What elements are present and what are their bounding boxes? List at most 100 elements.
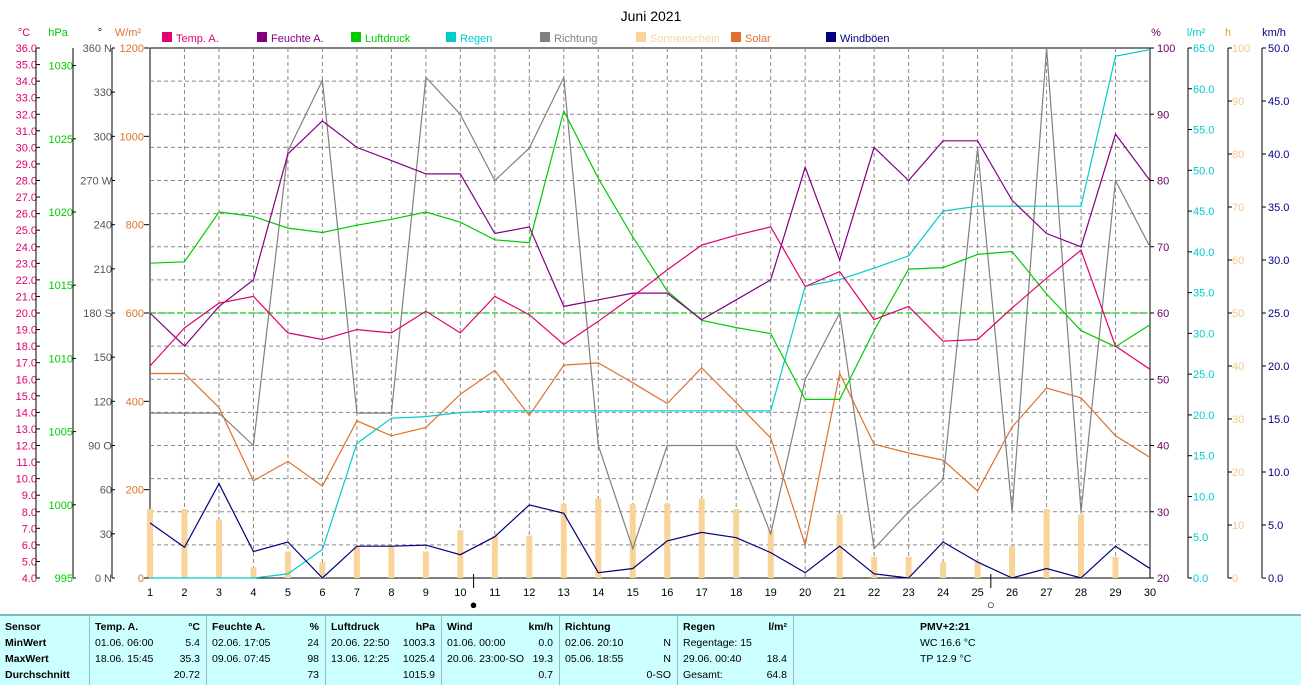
x-tick-label: 1	[147, 587, 153, 599]
sunshine-bar	[319, 562, 326, 578]
sunshine-bar	[526, 535, 533, 578]
direction-min-when: 02.06. 20:10	[565, 637, 624, 649]
pmv-wc: WC 16.6 °C	[920, 637, 976, 649]
axis-tick-label: 11.0	[16, 457, 37, 469]
sunshine-bar	[284, 551, 291, 578]
legend-swatch	[826, 32, 836, 42]
axis-tick-label: 9.0	[22, 490, 37, 502]
humidity-max-when: 09.06. 07:45	[212, 653, 271, 665]
axis-tick-label: 18.0	[16, 341, 37, 353]
col-wind: Wind km/h 01.06. 00:00 0.0 20.06. 23:00-SO…	[442, 616, 560, 685]
axis-tick-label: 330	[94, 87, 112, 99]
axis-tick-label: 13.0	[16, 424, 37, 436]
legend-label: Feuchte A.	[271, 33, 324, 45]
x-tick-labels: 1 2 3 4 5 6 7 8 9 10 11 12 13 14 15 16 17 18 19 20 21 22 23 24 2…	[147, 587, 1156, 599]
sunshine-bar	[974, 562, 981, 578]
legend-label: Luftdruck	[365, 33, 411, 45]
sunshine-bar	[871, 556, 878, 578]
axis-tick-label: 60.0	[1193, 84, 1214, 96]
axis-tick-label: 5.0	[1268, 520, 1283, 532]
axis-tick-label: 28.0	[16, 176, 37, 188]
axis-tick-label: 7.0	[22, 523, 37, 535]
axis-tick-label: 90	[1232, 96, 1244, 108]
series-lines	[149, 47, 1151, 579]
humidity-max-value: 98	[307, 653, 319, 665]
pressure-title: Luftdruck	[331, 621, 380, 633]
axis-tick-label: 36.0	[16, 43, 37, 55]
x-tick-label: 9	[423, 587, 429, 599]
wind-unit: km/h	[528, 621, 553, 633]
chart-title: Juni 2021	[621, 8, 682, 24]
axis-tick-label: 90	[1157, 109, 1169, 121]
direction-max-value: N	[663, 653, 671, 665]
axis-tick-label: 26.0	[16, 209, 37, 221]
axis-tick-label: 21.0	[16, 291, 37, 303]
moon-phases: ● ○	[470, 574, 995, 612]
x-tick-label: 10	[454, 587, 466, 599]
axis-tick-label: 0.0	[1268, 573, 1283, 585]
series-line-solar	[150, 362, 1151, 548]
axis-tick-label: 4.0	[22, 573, 37, 585]
x-tick-label: 28	[1075, 587, 1087, 599]
moon-symbol: ○	[987, 597, 995, 612]
col-temp: Temp. A. °C 01.06. 06:00 5.4 18.06. 15:45 3…	[90, 616, 207, 685]
x-tick-label: 27	[1040, 587, 1052, 599]
series-line-feuchte-a-	[149, 120, 1151, 347]
col-humidity: Feuchte A.% 02.06. 17:05 24 09.06. 07:45 9…	[207, 616, 326, 685]
axis-tick-label: 80	[1157, 176, 1169, 188]
col-direction: Richtung 02.06. 20:10 N 05.06. 18:55 N 0-S…	[560, 616, 678, 685]
wind-max-when: 20.06. 23:00-SO	[447, 653, 525, 665]
x-tick-label: 17	[696, 587, 708, 599]
axis-tick-label: 60	[1232, 255, 1244, 267]
axis-tick-label: 90 O	[88, 441, 112, 453]
axis-tick-label: 40.0	[1268, 149, 1289, 161]
axis-tick-label: 25.0	[16, 225, 37, 237]
axis-tick-label: 1030	[49, 61, 73, 73]
axis-tick-label: 12.0	[16, 441, 37, 453]
sunshine-bar	[1009, 546, 1016, 578]
axis-tick-label: 15.0	[16, 391, 37, 403]
axis-tick-label: 200	[126, 485, 144, 497]
axis-tick-label: 8.0	[22, 507, 37, 519]
series-line-luftdruck	[149, 109, 1151, 400]
sunshine-bar	[215, 519, 222, 578]
sunshine-bar	[181, 509, 188, 578]
x-tick-label: 30	[1144, 587, 1156, 599]
x-tick-label: 26	[1006, 587, 1018, 599]
axis-tick-label: 50	[1232, 308, 1244, 320]
axis-tick-label: 16.0	[16, 374, 37, 386]
x-tick-label: 8	[388, 587, 394, 599]
temp-min-value: 5.4	[185, 637, 200, 649]
row-label-min: MinWert	[5, 637, 47, 649]
axis-tick-label: 0 N	[95, 573, 112, 585]
humidity-min-value: 24	[307, 637, 319, 649]
axis-tick-label: 30	[1232, 414, 1244, 426]
axis-tick-label: 40.0	[1193, 247, 1214, 259]
x-tick-label: 19	[765, 587, 777, 599]
axis-tick-label: 35.0	[1268, 202, 1289, 214]
axis-tick-label: 100	[1232, 43, 1250, 55]
axis-tick-label: 24.0	[16, 242, 37, 254]
col-pmv: PMV+2:21 WC 16.6 °C TP 12.9 °C	[794, 616, 1301, 685]
pressure-min-when: 20.06. 22:50	[331, 637, 390, 649]
axis-tick-label: 30.0	[1268, 255, 1289, 267]
series-line-temp-a-	[149, 226, 1151, 370]
axis-tick-label: 0	[138, 573, 144, 585]
sunshine-bar	[147, 509, 153, 578]
x-tick-label: 4	[250, 587, 256, 599]
sunshine-bar	[905, 556, 912, 578]
axis-tick-label: 30.0	[1193, 328, 1214, 340]
sunshine-bar	[1078, 514, 1085, 578]
x-tick-label: 3	[216, 587, 222, 599]
axis-unit-label: °C	[18, 27, 30, 39]
legend-label: Solar	[745, 33, 771, 45]
axis-tick-label: 19.0	[16, 325, 37, 337]
series-line-richtung	[150, 47, 1151, 551]
axis-tick-label: 34.0	[16, 76, 37, 88]
moon-symbol: ●	[470, 597, 478, 612]
axis-tick-label: 33.0	[16, 93, 37, 105]
rain-total-value: 64.8	[766, 669, 787, 681]
axis-unit-label: l/m²	[1187, 27, 1206, 39]
x-tick-label: 18	[730, 587, 742, 599]
temp-title: Temp. A.	[95, 621, 139, 633]
